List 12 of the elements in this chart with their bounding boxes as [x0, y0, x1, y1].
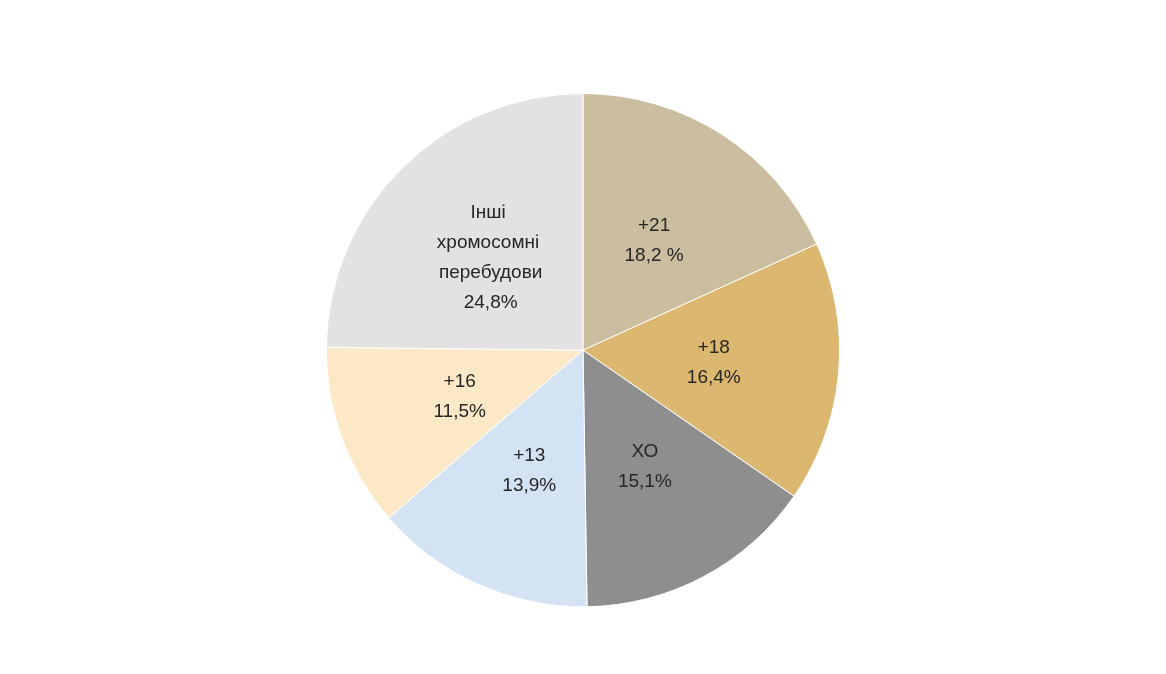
- data-label: 11,5%: [433, 399, 487, 421]
- slice-label: +13: [513, 444, 546, 466]
- data-label: 15,1%: [617, 470, 672, 492]
- data-label: 24,8%: [463, 291, 518, 313]
- slice-label: +16: [443, 369, 476, 391]
- slice-label: ХО: [631, 440, 659, 462]
- data-label: 16,4%: [686, 366, 741, 388]
- slice-label: +18: [697, 336, 730, 358]
- slice-label: +21: [638, 214, 671, 236]
- slice-label: Інші хромосомні перебудови: [436, 201, 545, 283]
- data-label: 13,9%: [502, 474, 557, 496]
- data-label: 18,2 %: [624, 244, 684, 266]
